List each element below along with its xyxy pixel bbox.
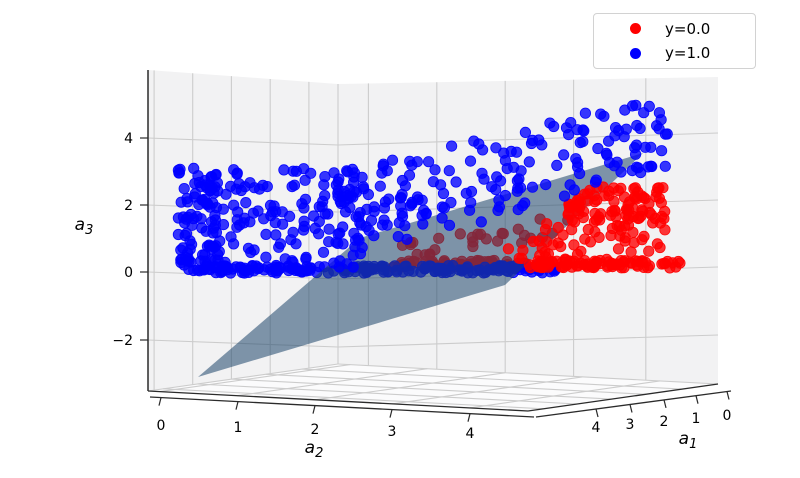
y-tick-label: 2 (311, 422, 320, 438)
legend-marker-blue-icon (630, 47, 641, 59)
z-tick-label: 2 (124, 198, 133, 214)
x-tick-label: 4 (592, 420, 601, 436)
x-tick-label: 1 (692, 411, 701, 427)
x-axis-label: a1 (679, 429, 698, 452)
x-tick-label: 0 (723, 408, 732, 424)
x-tick-label: 2 (660, 414, 669, 430)
z-tick-label: 4 (124, 131, 133, 147)
legend-label-y0: y=0.0 (665, 19, 711, 38)
y-tick-label: 3 (388, 424, 397, 440)
legend-item-y0: y=0.0 (604, 17, 745, 41)
x-tick-label: 3 (626, 417, 635, 433)
y-tick-label: 1 (234, 420, 243, 436)
y-tick-label: 4 (466, 426, 475, 442)
scatter-points-front (172, 99, 686, 277)
axis-spines (147, 70, 732, 418)
legend-box: y=0.0 y=1.0 (593, 13, 756, 69)
z-tick-label: 0 (124, 265, 133, 281)
legend-marker-red-icon (630, 23, 641, 35)
legend-label-y1: y=1.0 (665, 44, 711, 63)
separating-plane-surface (198, 153, 643, 377)
z-axis-label: a3 (75, 215, 94, 238)
z-tick-label: −2 (112, 333, 133, 349)
y-tick-label: 0 (157, 418, 166, 434)
y-axis-label: a2 (305, 438, 324, 461)
legend-item-y1: y=1.0 (604, 41, 745, 65)
